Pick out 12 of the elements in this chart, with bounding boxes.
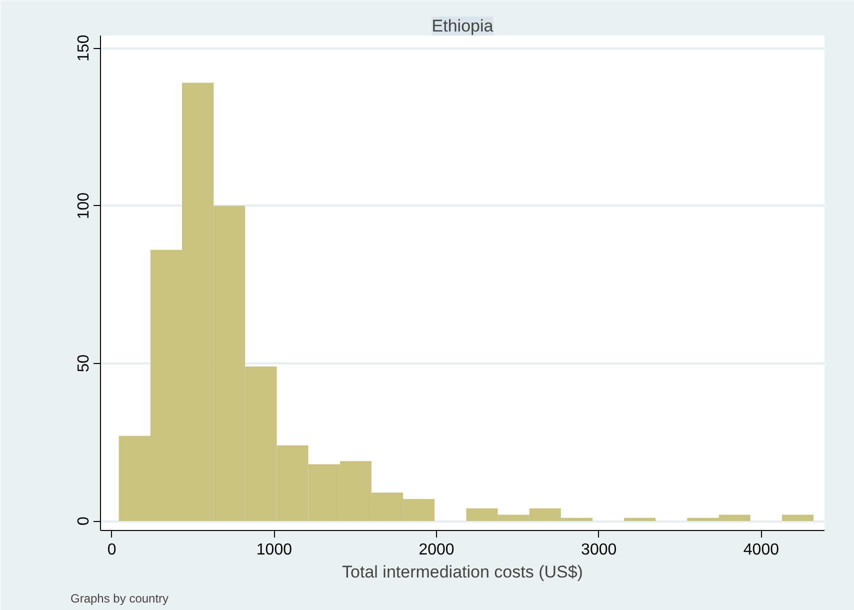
x-tick-label: 2000 [418,542,454,558]
x-tick-label: 3000 [581,542,617,558]
x-tick-label: 1000 [256,542,292,558]
x-axis-title: Total intermediation costs (US$) [342,562,583,582]
chart-title: Ethiopia [432,16,494,36]
text: Graphs by country [70,592,169,606]
y-tick-label: 150 [76,34,92,62]
y-tick-label: 50 [76,354,92,372]
y-tick-label: 100 [76,192,92,220]
x-tick-label: 4000 [743,542,780,558]
y-tick-label: 0 [76,516,92,526]
x-tick-label: 0 [107,542,116,558]
